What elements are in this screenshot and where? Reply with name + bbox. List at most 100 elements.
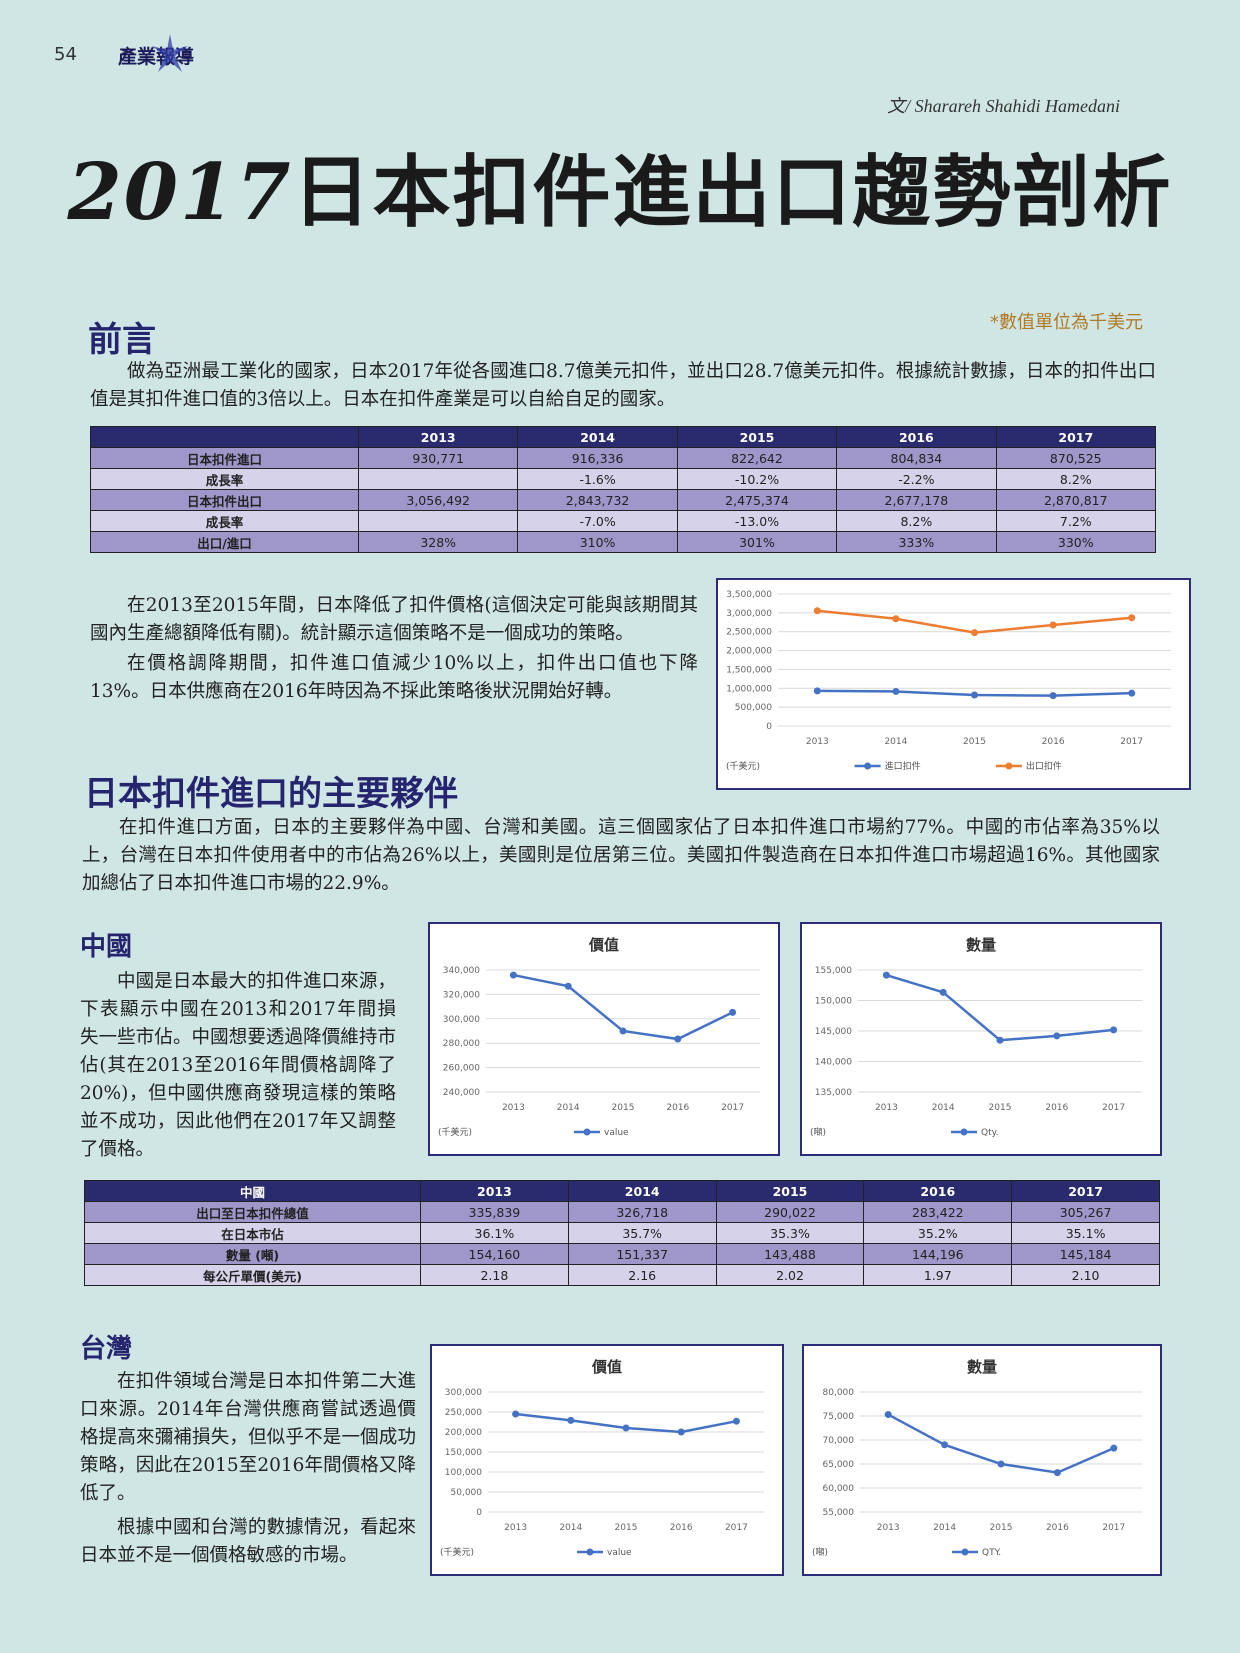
china-text: 中國是日本最大的扣件進口來源，下表顯示中國在2013和2017年間損失一些市佔。… (80, 971, 396, 1160)
author-byline: 文/ Sharareh Shahidi Hamedani (887, 96, 1120, 116)
y-tick-label: 55,000 (823, 1508, 855, 1518)
y-tick-label: 2,000,000 (726, 647, 772, 657)
data-point (732, 1417, 740, 1425)
table-row: 每公斤單價(美元) 2.18 2.16 2.02 1.97 2.10 (84, 1264, 1160, 1286)
table-header-cell: 2014 (517, 426, 678, 448)
x-tick-label: 2015 (990, 1523, 1013, 1533)
taiwan-paragraphs: 在扣件領域台灣是日本扣件第二大進口來源。2014年台灣供應商嘗試透過價格提高來彌… (80, 1368, 416, 1570)
table-cell: 7.2% (995, 510, 1157, 532)
legend-marker (960, 1128, 968, 1136)
table-cell: 804,834 (836, 447, 997, 469)
x-tick-label: 2014 (884, 737, 907, 747)
y-tick-label: 200,000 (445, 1428, 482, 1438)
table-header-row: 2013 2014 2015 2016 2017 (90, 426, 1157, 448)
china-qty-line-chart: 數量 135,000 140,000 145,000 150,000 155,000 201… (810, 936, 1142, 1138)
y-tick-label: 80,000 (823, 1388, 855, 1398)
table-cell: 305,267 (1011, 1201, 1160, 1223)
table-cell (357, 468, 519, 490)
x-tick-label: 2013 (502, 1103, 525, 1113)
taiwan-text-1: 在扣件領域台灣是日本扣件第二大進口來源。2014年台灣供應商嘗試透過價格提高來彌… (80, 1371, 416, 1504)
legend-marker (961, 1548, 969, 1556)
table-cell: 822,642 (676, 447, 838, 469)
title-year: 2017 (67, 147, 293, 238)
y-tick-label: 150,000 (815, 997, 852, 1007)
partners-paragraph: 在扣件進口方面，日本的主要夥伴為中國、台灣和美國。這三個國家佔了日本扣件進口市場… (82, 814, 1160, 898)
x-tick-label: 2017 (1102, 1523, 1125, 1533)
row-label: 日本扣件出口 (90, 489, 359, 511)
y-tick-label: 2,500,000 (726, 628, 772, 638)
data-point (941, 1441, 949, 1449)
row-label: 在日本市佔 (84, 1222, 421, 1244)
table-header-cell: 2016 (836, 426, 997, 448)
data-point (939, 988, 947, 996)
legend-label: 進口扣件 (885, 760, 921, 772)
data-point (971, 691, 978, 699)
table-cell: 36.1% (420, 1222, 569, 1244)
table-cell: 1.97 (863, 1264, 1013, 1286)
price-paragraphs: 在2013至2015年間，日本降低了扣件價格(這個決定可能與該期間其國內生產總額… (90, 592, 698, 706)
data-point (892, 687, 900, 695)
table-cell: 2,677,178 (836, 489, 997, 511)
y-tick-label: 300,000 (445, 1388, 482, 1398)
y-tick-label: 70,000 (823, 1436, 855, 1446)
table-cell: -7.0% (517, 510, 678, 532)
data-point (1110, 1444, 1118, 1452)
table-cell: 916,336 (517, 447, 678, 469)
legend-marker (1005, 762, 1013, 770)
taiwan-qty-chart: 數量 55,000 60,000 65,000 70,000 75,000 80,000 20… (802, 1344, 1162, 1576)
data-point (892, 615, 900, 623)
row-label: 出口至日本扣件總值 (84, 1201, 421, 1223)
table-row: 出口/進口 328% 310% 301% 333% 330% (90, 531, 1157, 553)
table-cell: 8.2% (836, 510, 997, 532)
table-cell: 2.16 (567, 1264, 717, 1286)
data-point (512, 1410, 520, 1418)
table-cell: 151,337 (567, 1243, 717, 1265)
table-cell: 35.2% (863, 1222, 1013, 1244)
data-point (1053, 1469, 1061, 1477)
table-cell: 2,870,817 (995, 489, 1157, 511)
table-header-cell: 2017 (1011, 1180, 1160, 1202)
table-row: 成長率 -7.0% -13.0% 8.2% 7.2% (90, 510, 1157, 532)
table-cell: 326,718 (567, 1201, 717, 1223)
table-cell: 328% (357, 531, 519, 553)
unit-label: (千美元) (440, 1546, 474, 1558)
taiwan-value-chart: 價值 0 50,000 100,000 150,000 200,000 250,000 300… (430, 1344, 784, 1576)
data-point (1128, 614, 1136, 622)
x-tick-label: 2017 (721, 1103, 744, 1113)
table-row: 日本扣件進口 930,771 916,336 822,642 804,834 870,52… (90, 447, 1157, 469)
x-tick-label: 2015 (615, 1523, 638, 1533)
price-text-1: 在2013至2015年間，日本降低了扣件價格(這個決定可能與該期間其國內生產總額… (90, 595, 698, 644)
data-point (674, 1035, 682, 1043)
table-header-cell: 2015 (676, 426, 838, 448)
china-qty-chart: 數量 135,000 140,000 145,000 150,000 155,000 201… (800, 922, 1162, 1156)
y-tick-label: 1,000,000 (726, 684, 772, 694)
x-tick-label: 2014 (932, 1103, 955, 1113)
y-tick-label: 150,000 (445, 1448, 482, 1458)
y-tick-label: 1,500,000 (726, 665, 772, 675)
data-point (509, 971, 517, 979)
x-tick-label: 2016 (666, 1103, 689, 1113)
x-tick-label: 2017 (725, 1523, 748, 1533)
table-cell: 2.02 (715, 1264, 865, 1286)
x-tick-label: 2013 (875, 1103, 898, 1113)
table-row: 日本扣件出口 3,056,492 2,843,732 2,475,374 2,677,1… (90, 489, 1157, 511)
data-point (729, 1008, 737, 1016)
row-label: 出口/進口 (90, 531, 359, 553)
y-tick-label: 65,000 (823, 1460, 855, 1470)
data-point (1049, 692, 1057, 700)
legend-label: QTY. (982, 1548, 1001, 1558)
row-label: 成長率 (90, 468, 359, 490)
table-cell: 35.1% (1011, 1222, 1160, 1244)
table-header-cell: 2017 (995, 426, 1157, 448)
taiwan-value-line-chart: 價值 0 50,000 100,000 150,000 200,000 250,000 300… (440, 1358, 764, 1558)
intro-paragraph: 做為亞洲最工業化的國家，日本2017年從各國進口8.7億美元扣件，並出口28.7… (90, 358, 1156, 414)
table-cell: 335,839 (420, 1201, 569, 1223)
table-cell: 333% (836, 531, 997, 553)
table-header-cell: 2013 (420, 1180, 569, 1202)
x-tick-label: 2014 (559, 1523, 582, 1533)
y-tick-label: 155,000 (815, 966, 852, 976)
x-tick-label: 2014 (933, 1523, 956, 1533)
star-burst-icon (152, 34, 188, 72)
intro-heading: 前言 (88, 320, 156, 360)
unit-label: (噸) (812, 1546, 828, 1558)
